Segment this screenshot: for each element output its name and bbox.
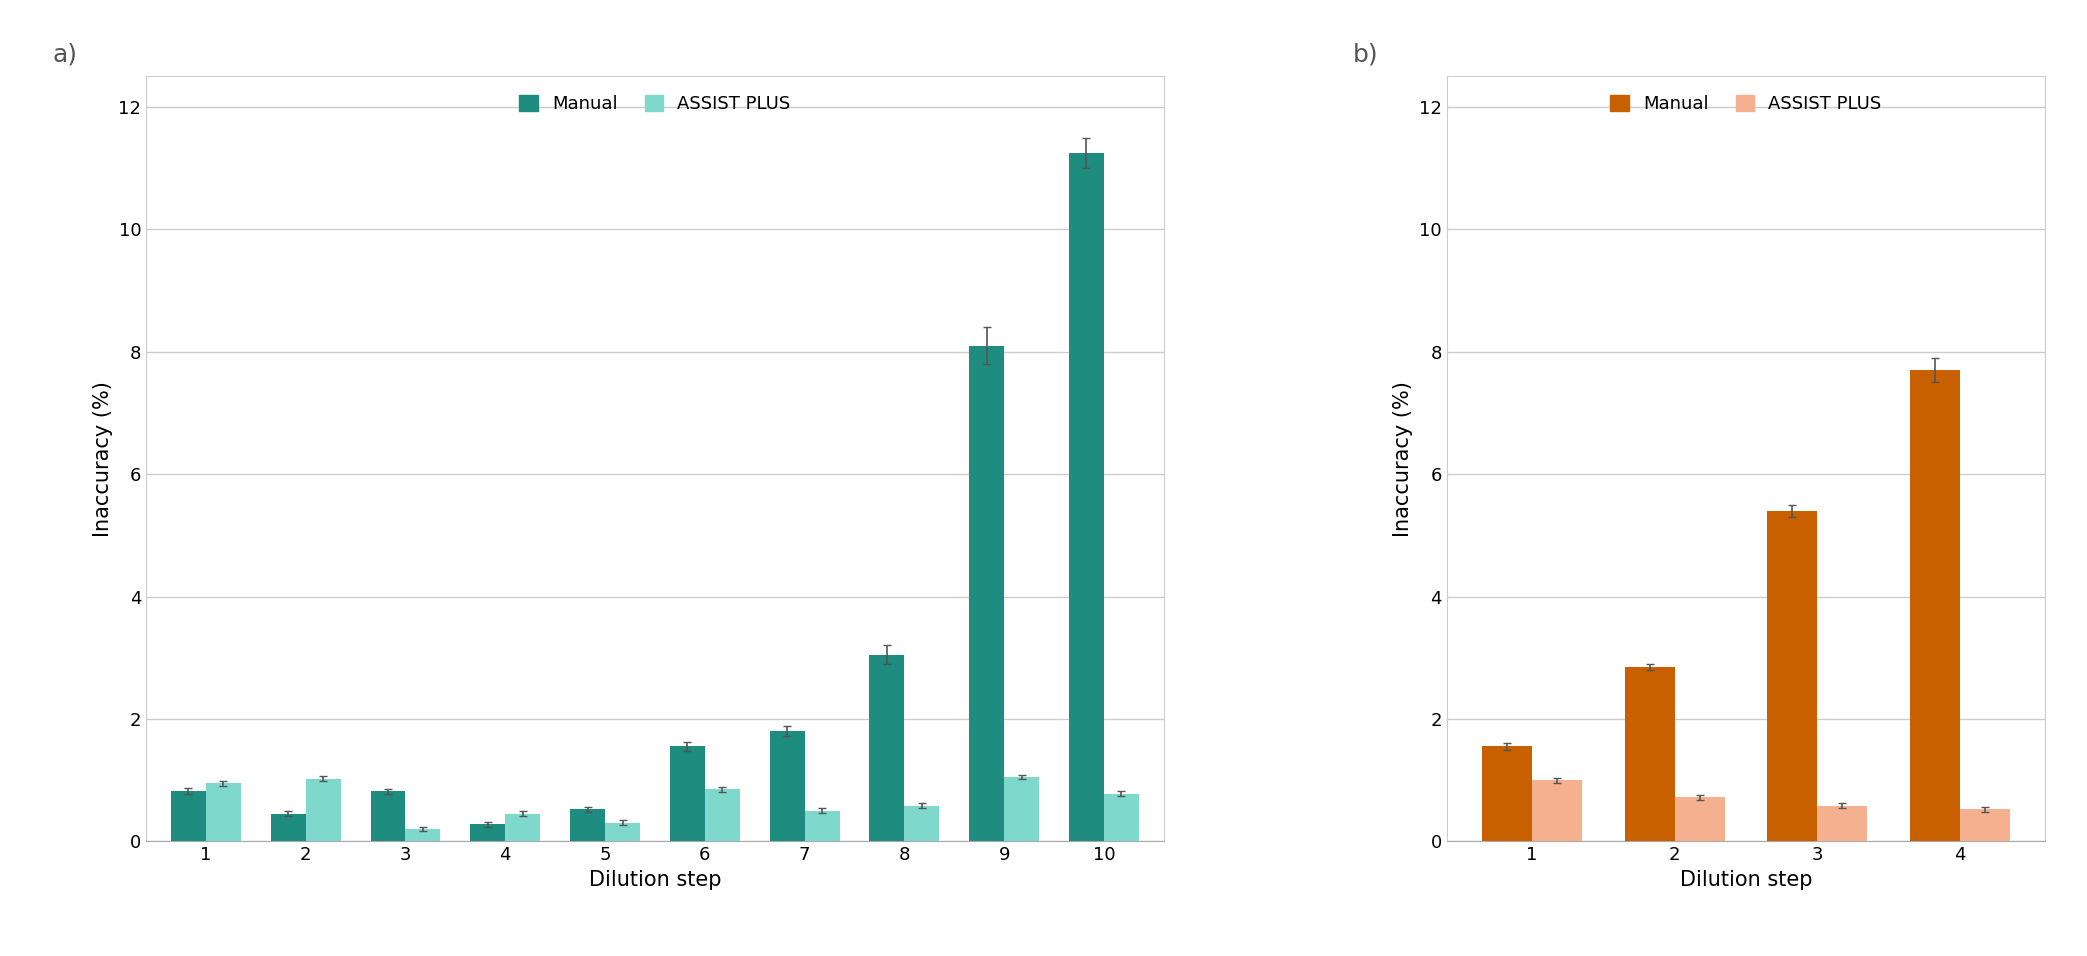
- Bar: [570, 810, 605, 841]
- Bar: [405, 829, 440, 841]
- Bar: [870, 655, 904, 841]
- Bar: [1910, 370, 1960, 841]
- Bar: [1104, 793, 1140, 841]
- Bar: [1004, 777, 1039, 841]
- Bar: [470, 824, 505, 841]
- Bar: [806, 811, 839, 841]
- Bar: [1768, 511, 1818, 841]
- X-axis label: Dilution step: Dilution step: [1680, 870, 1812, 890]
- Bar: [505, 814, 541, 841]
- Bar: [770, 731, 806, 841]
- Bar: [207, 783, 240, 841]
- Bar: [968, 346, 1004, 841]
- Bar: [1960, 810, 2010, 841]
- Bar: [670, 747, 705, 841]
- Bar: [1626, 667, 1674, 841]
- Legend: Manual, ASSIST PLUS: Manual, ASSIST PLUS: [511, 85, 799, 121]
- Text: a): a): [52, 43, 77, 67]
- Bar: [371, 792, 405, 841]
- Bar: [271, 814, 305, 841]
- Bar: [1069, 153, 1104, 841]
- Text: b): b): [1352, 43, 1377, 67]
- Bar: [605, 823, 641, 841]
- Bar: [1818, 806, 1868, 841]
- Legend: Manual, ASSIST PLUS: Manual, ASSIST PLUS: [1601, 85, 1891, 121]
- Bar: [705, 790, 739, 841]
- Bar: [904, 806, 939, 841]
- Bar: [1674, 797, 1724, 841]
- Bar: [305, 779, 340, 841]
- Y-axis label: Inaccuracy (%): Inaccuracy (%): [92, 380, 113, 537]
- X-axis label: Dilution step: Dilution step: [589, 870, 722, 890]
- Y-axis label: Inaccuracy (%): Inaccuracy (%): [1394, 380, 1413, 537]
- Bar: [1532, 780, 1582, 841]
- Bar: [1482, 747, 1532, 841]
- Bar: [171, 792, 207, 841]
